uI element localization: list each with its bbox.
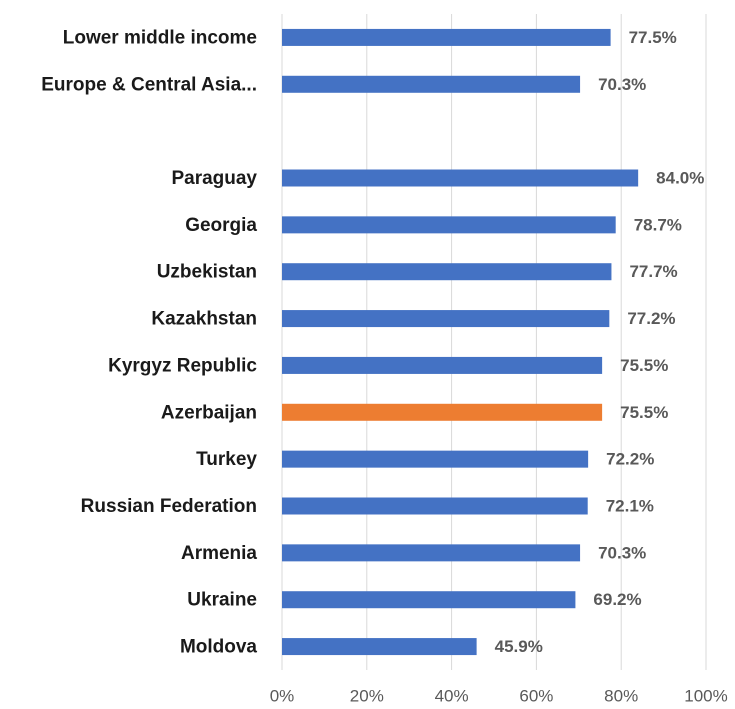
value-label: 72.2% — [606, 450, 654, 469]
bar — [282, 591, 576, 609]
bar — [282, 638, 477, 656]
x-tick-label: 20% — [350, 686, 384, 705]
value-label: 70.3% — [598, 543, 646, 562]
category-label: Turkey — [196, 449, 257, 470]
value-label: 84.0% — [656, 168, 704, 187]
category-label: Ukraine — [187, 590, 257, 611]
value-label: 77.7% — [629, 262, 677, 281]
bar — [282, 28, 611, 46]
category-label: Georgia — [185, 215, 257, 236]
bar — [282, 356, 603, 374]
value-label: 75.5% — [620, 356, 668, 375]
bar — [282, 169, 639, 187]
value-label: 78.7% — [634, 215, 682, 234]
category-label: Uzbekistan — [157, 262, 257, 283]
value-label: 75.5% — [620, 403, 668, 422]
bar — [282, 263, 612, 281]
x-tick-label: 100% — [684, 686, 727, 705]
bar — [282, 75, 581, 93]
category-label: Kazakhstan — [151, 309, 257, 330]
value-label: 77.5% — [629, 28, 677, 47]
bar — [282, 216, 616, 234]
category-label: Azerbaijan — [161, 402, 257, 423]
category-label: Paraguay — [171, 168, 257, 189]
value-label: 77.2% — [627, 309, 675, 328]
bar — [282, 544, 581, 562]
category-label: Kyrgyz Republic — [108, 355, 257, 376]
value-label: 45.9% — [495, 637, 543, 656]
value-label: 70.3% — [598, 75, 646, 94]
x-tick-label: 40% — [435, 686, 469, 705]
bar — [282, 450, 589, 468]
x-tick-label: 60% — [519, 686, 553, 705]
category-label: Armenia — [181, 543, 257, 564]
category-label: Russian Federation — [81, 496, 257, 517]
value-label: 69.2% — [593, 590, 641, 609]
value-label: 72.1% — [606, 496, 654, 515]
bar — [282, 403, 603, 421]
x-tick-label: 0% — [270, 686, 295, 705]
category-label: Lower middle income — [63, 27, 257, 48]
category-label: Moldova — [180, 637, 257, 658]
bar — [282, 310, 610, 328]
category-label: Europe & Central Asia... — [41, 74, 257, 95]
bar — [282, 497, 588, 515]
x-tick-label: 80% — [604, 686, 638, 705]
